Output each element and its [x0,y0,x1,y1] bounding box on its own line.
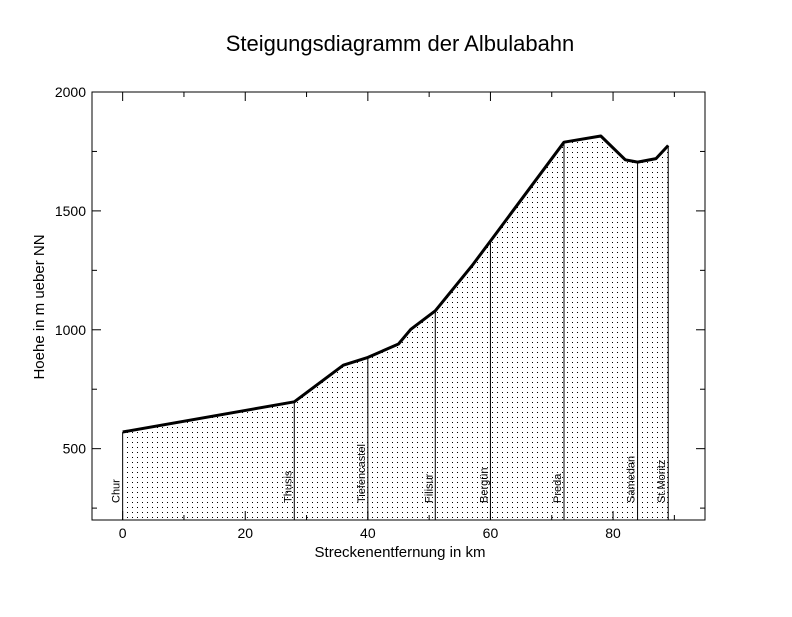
x-tick-label: 20 [237,525,253,541]
plot-frame [91,91,706,521]
profile-fill-area [122,136,669,520]
x-tick-label: 0 [119,525,127,541]
station-label: St.Moritz [656,460,668,503]
station-label: Preda [552,473,564,503]
y-tick-label: 500 [63,441,87,457]
station-label: Thusis [282,470,294,503]
x-tick-label: 40 [360,525,376,541]
x-tick-label: 60 [483,525,499,541]
x-axis-label: Streckenentfernung in km [315,544,486,561]
station-label: Bergün [478,468,490,503]
station-label: Tiefencastel [356,444,368,503]
y-tick-label: 1500 [55,203,86,219]
y-axis-label: Hoehe in m ueber NN [31,234,48,379]
station-label: Chur [111,479,123,503]
station-label: Filisur [423,473,435,503]
y-tick-label: 2000 [55,84,86,100]
chart-title: Steigungsdiagramm der Albulabahn [226,31,575,56]
plot-area: Chur Thusis Tiefencastel Filisur Bergün Preda… [55,84,706,541]
elevation-profile-line [122,134,670,434]
x-tick-label: 80 [605,525,621,541]
y-tick-label: 1000 [55,322,86,338]
station-label: Samedan [626,456,638,503]
